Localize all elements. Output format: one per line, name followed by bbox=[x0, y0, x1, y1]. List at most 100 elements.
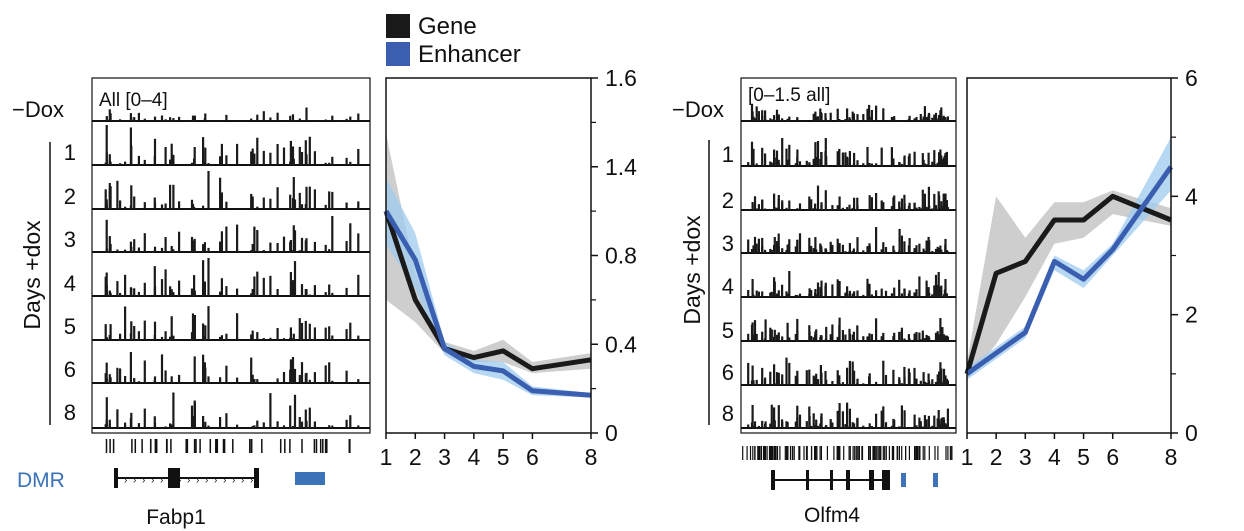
signal-bar bbox=[313, 327, 316, 340]
signal-bar bbox=[289, 405, 292, 428]
signal-bar bbox=[105, 397, 108, 428]
signal-bar bbox=[898, 426, 901, 428]
x-tick-label: 4 bbox=[467, 444, 480, 470]
signal-bar bbox=[747, 424, 750, 428]
signal-bar bbox=[868, 287, 871, 297]
signal-bar bbox=[219, 377, 222, 383]
exon bbox=[869, 470, 874, 490]
signal-bar bbox=[193, 238, 196, 252]
signal-bar bbox=[178, 374, 181, 383]
signal-bar bbox=[761, 199, 764, 210]
signal-bar bbox=[890, 425, 893, 428]
signal-bar bbox=[868, 195, 871, 210]
signal-bar bbox=[204, 325, 207, 340]
signal-bar bbox=[829, 241, 832, 253]
signal-bar bbox=[328, 191, 331, 209]
signal-bar bbox=[903, 366, 906, 385]
signal-bar bbox=[900, 405, 903, 428]
signal-bar bbox=[761, 291, 764, 297]
x-tick-label: 4 bbox=[1048, 444, 1061, 470]
signal-bar bbox=[298, 118, 301, 121]
signal-bar bbox=[313, 151, 316, 165]
signal-bar bbox=[898, 250, 901, 253]
signal-bar bbox=[777, 372, 780, 385]
signal-bar bbox=[851, 111, 854, 121]
signal-bar bbox=[838, 148, 841, 166]
signal-bar bbox=[913, 118, 916, 121]
signal-bar bbox=[893, 419, 896, 428]
signal-bar bbox=[269, 198, 272, 209]
signal-bar bbox=[747, 162, 750, 166]
signal-bar bbox=[770, 291, 773, 297]
signal-bar bbox=[262, 338, 265, 340]
signal-bar bbox=[160, 279, 164, 296]
signal-bar bbox=[856, 418, 859, 428]
signal-bar bbox=[798, 233, 802, 253]
left-track-label-5: 5 bbox=[64, 314, 76, 339]
legend-enhancer-label: Enhancer bbox=[418, 41, 521, 68]
signal-bar bbox=[331, 156, 334, 165]
strand-arrow: › bbox=[133, 475, 136, 486]
signal-bar bbox=[884, 247, 888, 253]
signal-bar bbox=[169, 117, 172, 121]
signal-bar bbox=[775, 109, 779, 121]
signal-bar bbox=[143, 202, 146, 209]
signal-bar bbox=[921, 153, 924, 166]
y-tick-label: 6 bbox=[1185, 65, 1198, 91]
signal-bar bbox=[305, 372, 308, 383]
signal-bar bbox=[884, 375, 888, 385]
signal-bar bbox=[313, 421, 316, 428]
dmr-label: DMR bbox=[17, 469, 65, 492]
signal-bar bbox=[124, 206, 127, 209]
signal-bar bbox=[794, 163, 797, 166]
signal-bar bbox=[137, 381, 140, 383]
signal-bar bbox=[937, 272, 940, 297]
x-tick-label: 8 bbox=[1165, 444, 1178, 470]
signal-bar bbox=[946, 408, 949, 428]
signal-bar bbox=[282, 425, 286, 428]
signal-bar bbox=[893, 287, 896, 297]
signal-bar bbox=[291, 357, 295, 383]
signal-bar bbox=[937, 191, 940, 210]
signal-bar bbox=[305, 289, 308, 296]
exon bbox=[114, 468, 118, 488]
signal-bar bbox=[219, 417, 222, 428]
signal-bar bbox=[773, 193, 776, 210]
signal-bar bbox=[814, 203, 817, 210]
signal-bar bbox=[757, 425, 760, 428]
x-tick-label: 5 bbox=[1077, 444, 1090, 470]
signal-bar bbox=[921, 426, 924, 428]
signal-bar bbox=[933, 150, 936, 166]
signal-bar bbox=[942, 334, 945, 341]
signal-bar bbox=[202, 323, 205, 340]
signal-bar bbox=[903, 377, 906, 385]
signal-bar bbox=[880, 410, 883, 428]
signal-bar bbox=[328, 162, 331, 165]
signal-bar bbox=[880, 147, 883, 166]
legend: Gene Enhancer bbox=[386, 13, 521, 68]
signal-bar bbox=[913, 333, 916, 341]
signal-bar bbox=[937, 117, 940, 121]
y-tick-label: 0 bbox=[605, 420, 618, 446]
signal-bar bbox=[298, 192, 301, 209]
signal-bar bbox=[900, 235, 903, 253]
signal-bar bbox=[256, 332, 259, 340]
signal-bar bbox=[769, 118, 772, 121]
signal-bar bbox=[853, 152, 856, 166]
signal-bar bbox=[775, 372, 779, 385]
signal-bar bbox=[300, 204, 304, 209]
signal-bar bbox=[331, 335, 334, 340]
signal-bar bbox=[824, 113, 827, 121]
signal-bar bbox=[786, 118, 789, 121]
signal-bar bbox=[116, 180, 119, 209]
signal-bar bbox=[137, 423, 140, 428]
signal-bar bbox=[925, 164, 928, 166]
signal-bar bbox=[324, 204, 327, 209]
signal-bar bbox=[357, 379, 360, 383]
signal-bar bbox=[349, 223, 352, 252]
signal-bar bbox=[236, 288, 239, 296]
signal-bar bbox=[933, 193, 936, 210]
signal-bar bbox=[105, 362, 108, 383]
signal-bar bbox=[903, 194, 906, 210]
signal-bar bbox=[169, 286, 172, 296]
